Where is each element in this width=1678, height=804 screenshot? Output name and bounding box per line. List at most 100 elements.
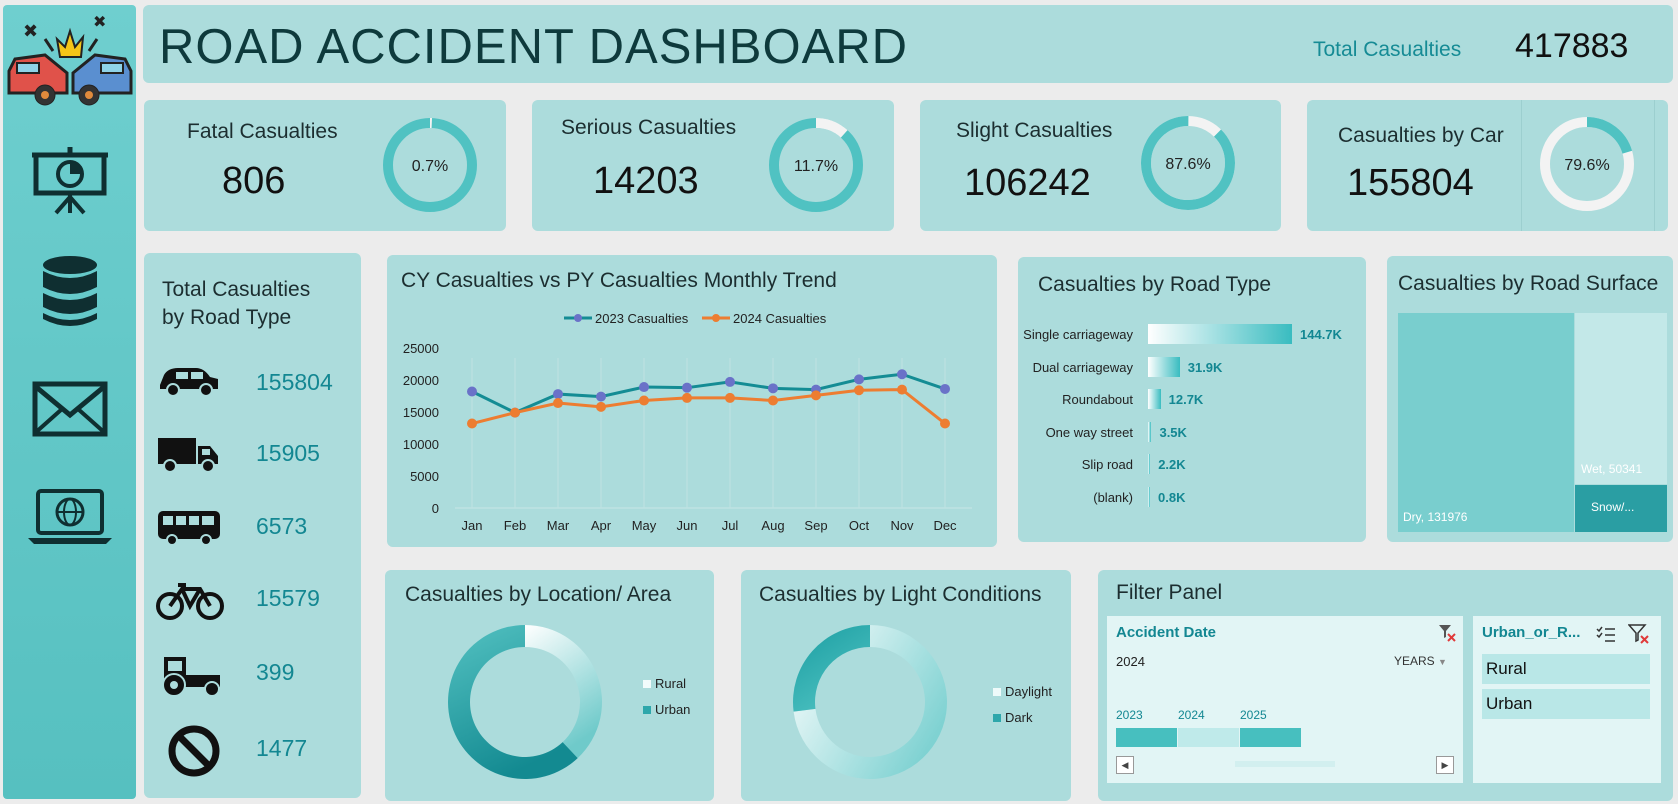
x-tick-label: Dec bbox=[933, 518, 957, 533]
kpi-value: 155804 bbox=[1347, 162, 1474, 204]
monthly-trend-panel: CY Casualties vs PY Casualties Monthly T… bbox=[387, 255, 997, 547]
treemap-cell-wet[interactable]: Wet, 50341 bbox=[1574, 313, 1667, 484]
road-type-panel: Casualties by Road Type Single carriagew… bbox=[1018, 257, 1366, 542]
bar[interactable] bbox=[1148, 356, 1180, 377]
data-point[interactable] bbox=[725, 376, 735, 387]
donut-arcs bbox=[448, 625, 602, 779]
timeline-bar-2025[interactable] bbox=[1240, 728, 1301, 747]
y-tick-label: 15000 bbox=[403, 405, 439, 420]
svg-text:✖: ✖ bbox=[23, 21, 38, 42]
data-point[interactable] bbox=[639, 395, 649, 406]
kpi-percent: 87.6% bbox=[1165, 156, 1210, 173]
bar-category-label: (blank) bbox=[1093, 489, 1133, 505]
panel-title: Filter Panel bbox=[1116, 581, 1223, 604]
data-point[interactable] bbox=[682, 382, 692, 393]
data-point[interactable] bbox=[725, 392, 735, 403]
chart-title: Casualties by Road Surface bbox=[1398, 272, 1659, 295]
y-tick-label: 10000 bbox=[403, 437, 439, 452]
treemap-cell-dry[interactable]: Dry, 131976 bbox=[1398, 313, 1574, 532]
data-point[interactable] bbox=[940, 383, 950, 394]
bar[interactable] bbox=[1148, 421, 1152, 442]
vehicle-value: 1477 bbox=[256, 735, 308, 761]
light-donut bbox=[793, 625, 947, 779]
clear-filter-icon[interactable] bbox=[1628, 624, 1650, 644]
vehicle-row-bicycle: 15579 bbox=[156, 579, 346, 620]
data-point[interactable] bbox=[811, 390, 821, 401]
scroll-right-icon[interactable]: ▶ bbox=[1436, 756, 1454, 774]
kpi-percent: 79.6% bbox=[1564, 157, 1609, 174]
kpi-donut: 0.7% bbox=[383, 118, 477, 212]
timeline-bar-2023[interactable] bbox=[1116, 728, 1177, 747]
sidebar: ✖ ✖ bbox=[3, 5, 136, 799]
x-tick-label: Jan bbox=[462, 518, 483, 533]
bar[interactable] bbox=[1148, 389, 1161, 409]
donut-arc bbox=[1540, 117, 1634, 211]
data-point[interactable] bbox=[854, 385, 864, 396]
header-bar: ROAD ACCIDENT DASHBOARD Total Casualties… bbox=[143, 5, 1673, 83]
treemap-cell-snow[interactable]: Snow/... bbox=[1574, 485, 1667, 532]
data-point[interactable] bbox=[510, 407, 520, 418]
multi-select-icon[interactable] bbox=[1596, 625, 1616, 643]
data-point[interactable] bbox=[639, 382, 649, 393]
vehicle-row-other: 1477 bbox=[156, 725, 346, 777]
data-point[interactable] bbox=[467, 386, 477, 397]
series-line-2024 bbox=[471, 388, 946, 425]
clear-filter-icon[interactable] bbox=[1438, 624, 1456, 642]
year-label-2023: 2023 bbox=[1116, 708, 1143, 722]
kpi-donut: 11.7% bbox=[769, 118, 863, 212]
data-point[interactable] bbox=[553, 398, 563, 409]
treemap-label: Snow/... bbox=[1591, 500, 1635, 514]
chart-title: Casualties by Location/ Area bbox=[405, 583, 672, 606]
data-point[interactable] bbox=[596, 401, 606, 412]
x-tick-label: Apr bbox=[591, 518, 612, 533]
filter-panel: Filter Panel Accident Date 2024 YEARS ▼ … bbox=[1098, 570, 1673, 801]
vehicle-value: 155804 bbox=[256, 369, 333, 395]
scroll-left-icon[interactable]: ◀ bbox=[1116, 756, 1134, 774]
bus-icon bbox=[158, 511, 220, 546]
timeline-bar-2024[interactable] bbox=[1178, 728, 1239, 747]
slicer-item-rural[interactable]: Rural bbox=[1482, 654, 1650, 684]
time-level-label: YEARS bbox=[1394, 654, 1435, 668]
location-panel: Casualties by Location/ Area Rural Urban bbox=[385, 570, 714, 801]
accident-date-slicer[interactable]: Accident Date 2024 YEARS ▼ 2023 2024 202… bbox=[1107, 616, 1463, 783]
car-crash-logo-icon[interactable]: ✖ ✖ bbox=[3, 9, 136, 109]
data-point[interactable] bbox=[467, 418, 477, 429]
donut-arc bbox=[769, 118, 863, 212]
data-point[interactable] bbox=[768, 383, 778, 394]
time-level-dropdown[interactable]: YEARS ▼ bbox=[1394, 654, 1447, 668]
vehicle-value: 6573 bbox=[256, 513, 308, 539]
chart-title: Casualties by Road Type bbox=[1038, 273, 1272, 296]
year-label-2025: 2025 bbox=[1240, 708, 1267, 722]
data-point[interactable] bbox=[553, 389, 563, 400]
x-tick-label: Jun bbox=[677, 518, 698, 533]
laptop-globe-icon[interactable] bbox=[3, 488, 136, 546]
bar[interactable] bbox=[1148, 324, 1292, 344]
timeline-scrollbar[interactable] bbox=[1235, 761, 1335, 767]
treemap-label: Dry, 131976 bbox=[1403, 510, 1468, 524]
data-point[interactable] bbox=[897, 369, 907, 380]
urban-rural-slicer[interactable]: Urban_or_R... Rural Urban bbox=[1473, 616, 1661, 783]
kpi-percent: 0.7% bbox=[412, 158, 448, 175]
car-icon bbox=[160, 368, 218, 397]
data-point[interactable] bbox=[897, 384, 907, 395]
donut-slice[interactable] bbox=[793, 625, 870, 712]
data-point[interactable] bbox=[596, 391, 606, 402]
kpi-title: Fatal Casualties bbox=[187, 120, 338, 143]
bar[interactable] bbox=[1148, 486, 1150, 507]
vehicle-row-truck: 15905 bbox=[156, 434, 346, 474]
bar-value-label: 31.9K bbox=[1187, 359, 1223, 375]
data-point[interactable] bbox=[854, 374, 864, 385]
mail-icon[interactable] bbox=[3, 381, 136, 437]
slicer-item-urban[interactable]: Urban bbox=[1482, 689, 1650, 719]
treemap-label: Wet, 50341 bbox=[1581, 462, 1643, 476]
kpi-card-slight: Slight Casualties 106242 87.6% bbox=[920, 100, 1281, 231]
database-icon[interactable] bbox=[3, 255, 136, 329]
vehicle-row-car: 155804 bbox=[156, 363, 346, 403]
data-point[interactable] bbox=[768, 395, 778, 406]
data-point[interactable] bbox=[682, 392, 692, 403]
donut-slice[interactable] bbox=[525, 625, 602, 759]
presentation-icon[interactable] bbox=[3, 145, 136, 215]
bar[interactable] bbox=[1148, 454, 1151, 474]
donut-slice[interactable] bbox=[448, 625, 578, 779]
data-point[interactable] bbox=[940, 418, 950, 429]
